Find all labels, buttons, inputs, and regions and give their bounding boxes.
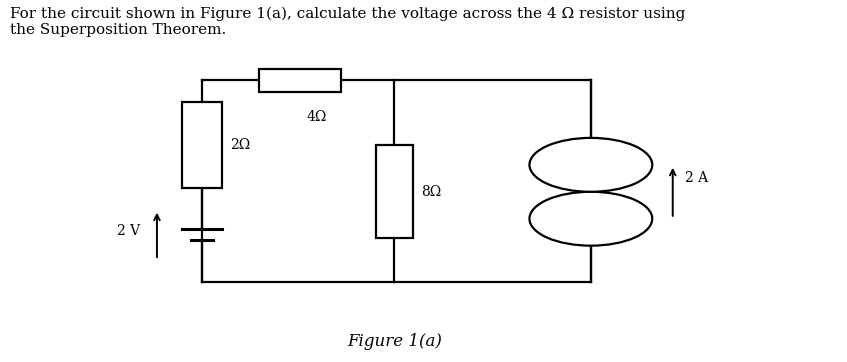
Text: 2 V: 2 V	[118, 224, 141, 238]
Circle shape	[529, 138, 652, 192]
Bar	[182, 102, 222, 188]
Text: For the circuit shown in Figure 1(a), calculate the voltage across the 4 Ω resis: For the circuit shown in Figure 1(a), ca…	[9, 7, 685, 37]
Text: 2 A: 2 A	[685, 171, 708, 185]
Text: Figure 1(a): Figure 1(a)	[347, 333, 442, 350]
Text: 8Ω: 8Ω	[421, 185, 441, 199]
Bar	[376, 145, 412, 239]
Bar	[259, 69, 341, 92]
Text: 4Ω: 4Ω	[307, 110, 327, 124]
Circle shape	[529, 192, 652, 246]
Text: 2Ω: 2Ω	[230, 138, 250, 152]
